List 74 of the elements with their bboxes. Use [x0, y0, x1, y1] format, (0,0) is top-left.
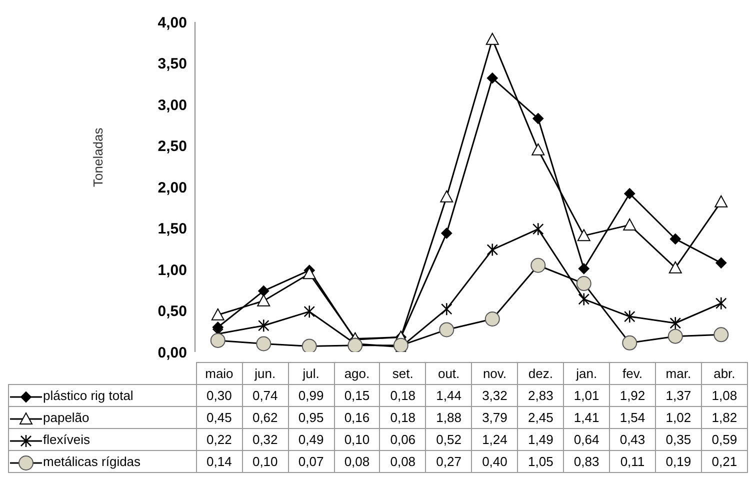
- data-label: 0,49: [288, 428, 334, 450]
- data-label: 1,02: [655, 406, 702, 428]
- data-label: 2,45: [518, 406, 564, 428]
- data-label: 0,18: [380, 384, 426, 406]
- legend-label: flexíveis: [43, 432, 90, 447]
- data-label: 0,35: [655, 428, 702, 450]
- data-label: 0,40: [472, 450, 518, 472]
- data-label: 1,92: [610, 384, 656, 406]
- data-label: 0,16: [334, 406, 380, 428]
- data-label: 0,14: [196, 450, 242, 472]
- data-label: 0,21: [701, 450, 748, 472]
- data-label: 1,41: [564, 406, 610, 428]
- data-label: 0,11: [610, 450, 656, 472]
- x-tick-label: maio: [196, 362, 242, 384]
- data-label: 1,05: [518, 450, 564, 472]
- data-label: 0,30: [196, 384, 242, 406]
- data-label: 0,64: [564, 428, 610, 450]
- data-label: 2,83: [518, 384, 564, 406]
- data-label: 1,37: [655, 384, 702, 406]
- y-tick-label: 3,50: [158, 56, 187, 73]
- data-label: 0,06: [380, 428, 426, 450]
- x-tick-label: set.: [380, 362, 426, 384]
- data-label: 0,10: [242, 450, 288, 472]
- data-label: 1,49: [518, 428, 564, 450]
- y-tick-label: 2,00: [158, 179, 187, 196]
- y-tick-label: 0,50: [158, 303, 187, 320]
- y-tick-label: 1,50: [158, 220, 187, 238]
- data-label: 0,43: [610, 428, 656, 450]
- data-label: 0,52: [426, 428, 472, 450]
- data-label: 0,08: [380, 450, 426, 472]
- y-tick-label: 1,00: [158, 262, 187, 279]
- data-label: 1,88: [426, 406, 472, 428]
- data-label: 1,24: [472, 428, 518, 450]
- x-tick-label: jun.: [242, 362, 288, 384]
- data-label: 0,95: [288, 406, 334, 428]
- x-tick-label: ago.: [334, 362, 380, 384]
- data-label: 0,83: [564, 450, 610, 472]
- x-tick-label: jul.: [288, 362, 334, 384]
- x-tick-label: out.: [426, 362, 472, 384]
- data-label: 0,27: [426, 450, 472, 472]
- data-label: 0,15: [334, 384, 380, 406]
- data-label: 0,10: [334, 428, 380, 450]
- legend-label: plástico rig total: [43, 388, 134, 403]
- data-label: 1,82: [701, 406, 748, 428]
- data-label: 0,18: [380, 406, 426, 428]
- y-tick-label: 2,50: [158, 138, 187, 156]
- data-label: 0,32: [242, 428, 288, 450]
- x-tick-label: fev.: [610, 362, 656, 384]
- x-tick-label: abr.: [701, 362, 748, 384]
- x-tick-label: mar.: [655, 362, 702, 384]
- y-tick-label: 0,00: [158, 344, 187, 362]
- x-tick-label: jan.: [564, 362, 610, 384]
- data-label: 0,74: [242, 384, 288, 406]
- data-label: 0,07: [288, 450, 334, 472]
- data-label: 1,54: [610, 406, 656, 428]
- data-label: 0,08: [334, 450, 380, 472]
- data-label: 3,79: [472, 406, 518, 428]
- data-label: 1,44: [426, 384, 472, 406]
- legend-label: metálicas rígidas: [43, 454, 141, 469]
- data-label: 3,32: [472, 384, 518, 406]
- y-tick-label: 3,00: [158, 96, 187, 114]
- x-tick-label: dez.: [518, 362, 564, 384]
- data-label: 0,99: [288, 384, 334, 406]
- data-label: 0,62: [242, 406, 288, 428]
- data-label: 0,22: [196, 428, 242, 450]
- data-label: 0,59: [701, 428, 748, 450]
- y-tick-label: 4,00: [158, 14, 187, 32]
- x-tick-label: nov.: [472, 362, 518, 384]
- legend-label: papelão: [43, 410, 90, 425]
- data-label: 0,19: [655, 450, 702, 472]
- data-label: 1,01: [564, 384, 610, 406]
- data-label: 0,45: [196, 406, 242, 428]
- data-label: 1,08: [701, 384, 748, 406]
- y-axis-title: Toneladas: [90, 127, 106, 187]
